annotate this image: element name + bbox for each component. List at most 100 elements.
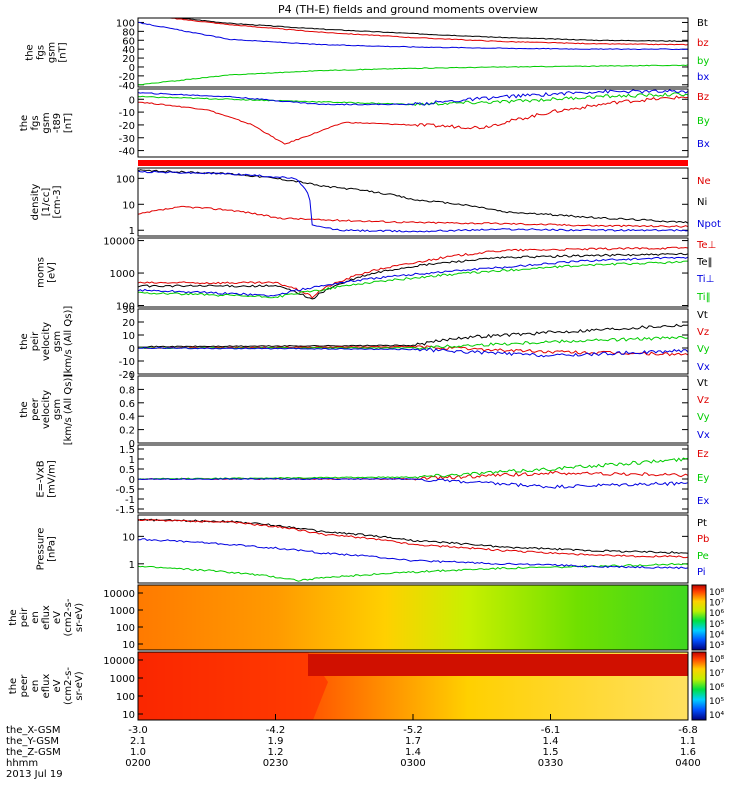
y-tick-label: 10000 [103,589,135,600]
legend-label: Vz [697,395,709,406]
y-tick-label: 10 [122,200,135,211]
y-tick-label: -40 [119,81,135,92]
panel-p6: thepeervelocitygsm[km/s (All Qs)] 1 0.8 0.6… [19,372,710,450]
legend-label: Pi [697,567,706,578]
series-line-p3-2 [137,170,689,233]
legend-label: Te⊥ [696,240,716,251]
series-line-p2-2 [137,89,689,106]
legend-label: Vt [697,310,708,321]
legend-label: Bt [697,18,708,29]
legend-label: Bz [697,92,709,103]
plot-frame-p3 [137,167,689,237]
y-tick-label: 100 [116,174,135,185]
y-tick-label: -10 [119,108,135,119]
y-axis-label-p7: E=-VxB[mV/m] [36,460,58,498]
colorbar-tick-label: 10⁸ [709,588,724,598]
panel-p10: thepeerenefluxeV(cm2-s-sr-eV) 10000 1000 10… [8,651,724,721]
series-line-p5-0 [138,323,689,348]
xaxis-row-label: hhmm [6,758,38,769]
legend-label: Vx [697,430,710,441]
y-tick-label: 100 [116,18,135,29]
xaxis-value: 1.4 [543,736,559,747]
y-axis-label-p10: thepeerenefluxeV(cm2-s-sr-eV) [8,667,85,705]
legend-label: Vx [697,362,710,373]
colorbar-tick-label: 10⁴ [709,711,724,721]
y-tick-label: 30 [122,305,135,316]
panel-p8: Pressure[nPa] 10 1 Pt Pb Pe Pi [36,514,709,584]
legend-label: Bx [697,139,710,150]
y-tick-label: 1000 [110,606,135,617]
y-tick-label: 10 [122,640,135,651]
series-line-p8-1 [137,518,689,559]
y-tick-label: 10000 [103,656,135,667]
y-axis-label-p9: thepeirenefluxeV(cm2-s-sr-eV) [8,598,85,636]
xaxis-row-label: the_X-GSM [6,725,60,736]
legend-label: Ne [697,176,711,187]
spectrogram-p9 [138,585,688,650]
colorbar-p10 [691,651,707,721]
series-line-p8-0 [137,518,689,554]
colorbar-tick-label: 10⁷ [709,599,724,609]
y-tick-label: -40 [119,147,135,158]
y-tick-label: 20 [122,54,135,65]
plot-frame-p9 [137,584,689,651]
legend-label: Vz [697,327,709,338]
y-tick-label: 0.5 [119,465,135,476]
y-tick-label: -20 [119,72,135,83]
panels: thefgsgsm[nT]100806040200-20-40Btbzbybxt… [8,17,724,721]
series-line-p8-3 [137,538,689,570]
colorbar-tick-label: 10⁶ [709,683,724,693]
colorbar-tick-label: 10⁵ [709,620,724,630]
xaxis-row-label: the_Y-GSM [6,736,59,747]
xaxis-value: 0200 [125,758,150,769]
series-line-p4-1 [137,252,689,300]
y-tick-label: 0.6 [119,399,135,410]
y-tick-label: 0 [129,475,135,486]
plot-frame-p8 [137,514,689,584]
y-tick-label: 1 [129,455,135,466]
y-tick-label: 100 [116,302,135,313]
y-tick-label: 80 [122,27,135,38]
xaxis-value: 1.9 [268,736,284,747]
colorbar-tick-label: 10⁸ [709,655,724,665]
legend-label: Ey [697,473,709,484]
xaxis-value: 0230 [263,758,288,769]
spectrogram-top-band [308,654,688,676]
series-line-p3-1 [137,169,689,224]
legend-label: Ex [697,496,709,507]
y-tick-label: 10000 [103,237,135,248]
series-line-p2-0 [137,95,689,145]
y-tick-label: 10 [122,331,135,342]
series-line-p4-3 [138,260,688,299]
y-tick-label: 100 [116,692,135,703]
y-tick-label: 10 [122,532,135,543]
legend-label: Vy [697,344,710,355]
legend-label: Ti⊥ [696,274,714,285]
xaxis-value: 0330 [538,758,563,769]
y-tick-label: -20 [119,121,135,132]
xaxis-value: 1.4 [405,747,421,758]
y-axis-label-p2: thefgsgsm-t89[nT] [19,112,74,133]
y-tick-label: 1 [129,372,135,383]
y-tick-label: 0.2 [119,426,135,437]
y-tick-label: 20 [122,318,135,329]
legend-label: Vt [697,378,708,389]
xaxis-value: 2.1 [130,736,146,747]
y-tick-label: 1.5 [119,445,135,456]
y-tick-label: 0 [129,63,135,74]
series-line-p2-1 [137,92,689,107]
y-tick-label: 10 [122,710,135,721]
series-line-p7-2 [137,477,689,489]
colorbar-tick-label: 10³ [709,641,724,651]
date-label: 2013 Jul 19 [6,769,63,780]
legend-label: By [697,116,710,127]
colorbar-tick-label: 10⁴ [709,630,724,640]
series-line-p3-0 [137,205,689,228]
xaxis-value: 1.7 [405,736,421,747]
legend-label: Ti‖ [696,292,711,303]
y-tick-label: -20 [119,370,135,381]
y-tick-label: 1 [129,226,135,237]
xaxis-value: 1.2 [268,747,284,758]
y-axis-label-p1: thefgsgsm[nT] [25,42,69,63]
